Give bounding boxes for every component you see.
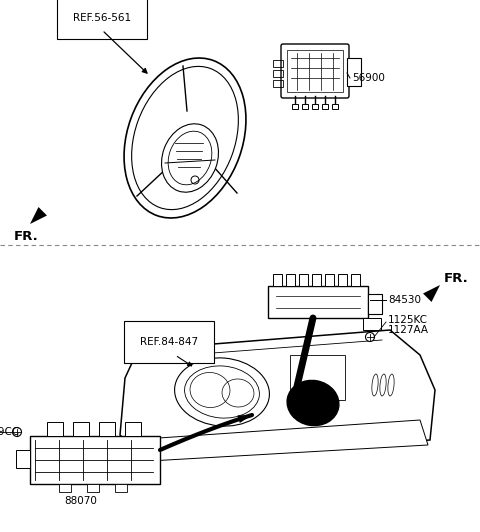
Bar <box>290 355 345 400</box>
Text: 1125KC: 1125KC <box>388 315 428 325</box>
Text: 84530: 84530 <box>388 295 421 305</box>
Bar <box>73 422 89 436</box>
Polygon shape <box>423 285 440 302</box>
Polygon shape <box>130 420 428 462</box>
Text: 56900: 56900 <box>352 73 385 83</box>
Text: REF.56-561: REF.56-561 <box>73 13 131 23</box>
Bar <box>287 50 343 92</box>
Bar <box>268 286 368 318</box>
Circle shape <box>365 332 374 342</box>
Bar <box>273 80 283 87</box>
Bar <box>286 274 295 286</box>
Polygon shape <box>238 415 252 423</box>
Bar <box>273 60 283 67</box>
Bar <box>363 318 381 330</box>
Bar <box>115 484 127 492</box>
Bar <box>351 274 360 286</box>
Bar <box>59 484 71 492</box>
Bar <box>125 422 141 436</box>
Polygon shape <box>30 207 47 224</box>
Text: REF.84-847: REF.84-847 <box>140 337 198 347</box>
Ellipse shape <box>162 124 218 192</box>
Bar <box>368 294 382 314</box>
Circle shape <box>12 428 22 436</box>
Bar <box>99 422 115 436</box>
Bar <box>292 104 298 109</box>
Bar <box>302 104 308 109</box>
Bar <box>87 484 99 492</box>
Bar <box>273 274 282 286</box>
Ellipse shape <box>175 358 269 426</box>
Text: FR.: FR. <box>14 230 39 244</box>
Bar <box>332 104 338 109</box>
Bar <box>16 450 30 468</box>
Bar <box>273 70 283 77</box>
Bar <box>30 436 160 484</box>
Bar <box>338 274 347 286</box>
Bar <box>47 422 63 436</box>
Ellipse shape <box>287 380 339 426</box>
Text: 1339CC: 1339CC <box>0 427 20 437</box>
Bar <box>322 104 328 109</box>
Text: 1127AA: 1127AA <box>388 325 429 335</box>
Bar <box>325 274 334 286</box>
Polygon shape <box>120 330 435 460</box>
Text: 88070: 88070 <box>65 496 97 506</box>
Bar <box>347 58 361 86</box>
Bar <box>312 104 318 109</box>
Bar <box>312 274 321 286</box>
Text: FR.: FR. <box>444 271 469 285</box>
Bar <box>299 274 308 286</box>
FancyBboxPatch shape <box>281 44 349 98</box>
